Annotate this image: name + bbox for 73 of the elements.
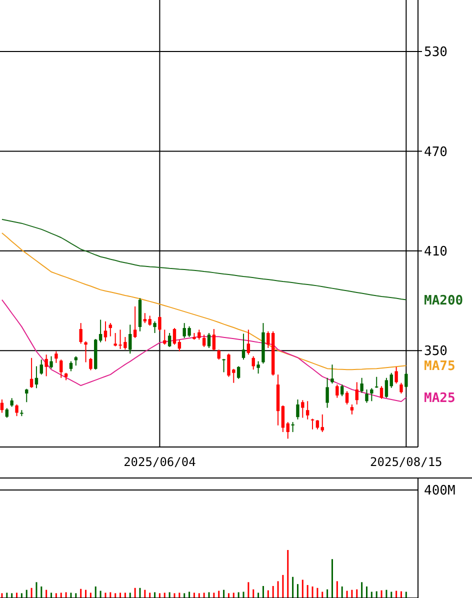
candlestick <box>404 372 408 389</box>
candlestick <box>153 320 156 334</box>
x-tick-label: 2025/08/15 <box>370 455 442 469</box>
candlestick <box>217 349 220 360</box>
candlestick <box>30 357 34 388</box>
candlestick <box>365 389 368 404</box>
candlestick <box>370 388 374 402</box>
candlestick <box>44 354 48 377</box>
candlestick <box>246 329 250 356</box>
candlestick <box>301 400 304 418</box>
candlestick <box>158 316 162 332</box>
candlestick <box>34 366 38 389</box>
candlestick <box>286 422 290 440</box>
series-label: MA75 <box>424 359 456 374</box>
ref-line-label: 400M <box>424 484 456 499</box>
candlestick <box>296 398 300 420</box>
y-tick-label: 470 <box>424 144 448 160</box>
candlestick <box>236 366 240 380</box>
candlestick <box>168 332 172 348</box>
candlestick <box>212 328 216 351</box>
candlestick <box>394 366 398 384</box>
candlestick <box>310 418 314 430</box>
series-label: MA25 <box>424 391 456 406</box>
candlestick <box>400 382 403 394</box>
candlestick <box>256 360 260 374</box>
candlestick <box>15 404 18 417</box>
candlestick <box>84 340 88 363</box>
candlestick <box>202 334 206 348</box>
candlestick <box>350 404 354 415</box>
candlestick <box>40 359 44 376</box>
candlestick <box>360 377 364 394</box>
candlestick <box>104 320 108 342</box>
candlestick <box>390 372 393 388</box>
line-series <box>1 218 407 300</box>
candlestick <box>252 356 255 370</box>
candlestick <box>326 377 329 408</box>
candlestick <box>60 359 63 378</box>
candlestick <box>384 377 388 398</box>
line-series <box>1 232 407 370</box>
candlestick <box>345 390 349 405</box>
candlestick <box>5 408 8 418</box>
candlestick <box>355 382 358 405</box>
series-label: MA200 <box>424 293 464 308</box>
candlestick <box>25 388 28 403</box>
candlestick <box>108 322 112 337</box>
line-series <box>1 299 407 402</box>
candlestick <box>340 384 344 397</box>
candlestick <box>222 358 226 373</box>
candlestick <box>128 324 132 354</box>
y-tick-label: 350 <box>424 344 448 360</box>
x-tick-label: 2025/06/04 <box>124 455 196 469</box>
candlestick <box>172 328 176 346</box>
candlestick <box>242 333 246 360</box>
candlestick <box>320 414 324 433</box>
candlestick <box>50 356 53 370</box>
candlestick <box>374 376 378 388</box>
candlestick <box>306 400 310 420</box>
candlestick <box>281 404 285 433</box>
candlestick <box>98 319 102 343</box>
candlestick <box>207 332 211 348</box>
candlestick <box>69 360 73 372</box>
y-tick-label: 530 <box>424 45 448 60</box>
candlestick <box>291 422 294 433</box>
candlestick <box>380 386 384 400</box>
candlestick <box>79 322 82 344</box>
candlestick <box>74 356 78 366</box>
candlestick <box>133 306 137 338</box>
candlestick <box>89 357 92 371</box>
candlestick <box>330 364 334 384</box>
y-tick-label: 410 <box>424 244 448 260</box>
candlestick <box>54 350 58 364</box>
candlestick <box>178 339 182 352</box>
candlestick <box>336 384 339 398</box>
